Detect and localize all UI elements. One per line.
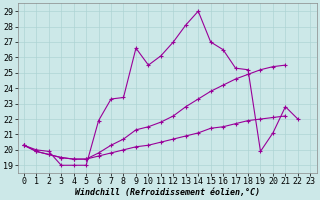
X-axis label: Windchill (Refroidissement éolien,°C): Windchill (Refroidissement éolien,°C) [75, 188, 260, 197]
